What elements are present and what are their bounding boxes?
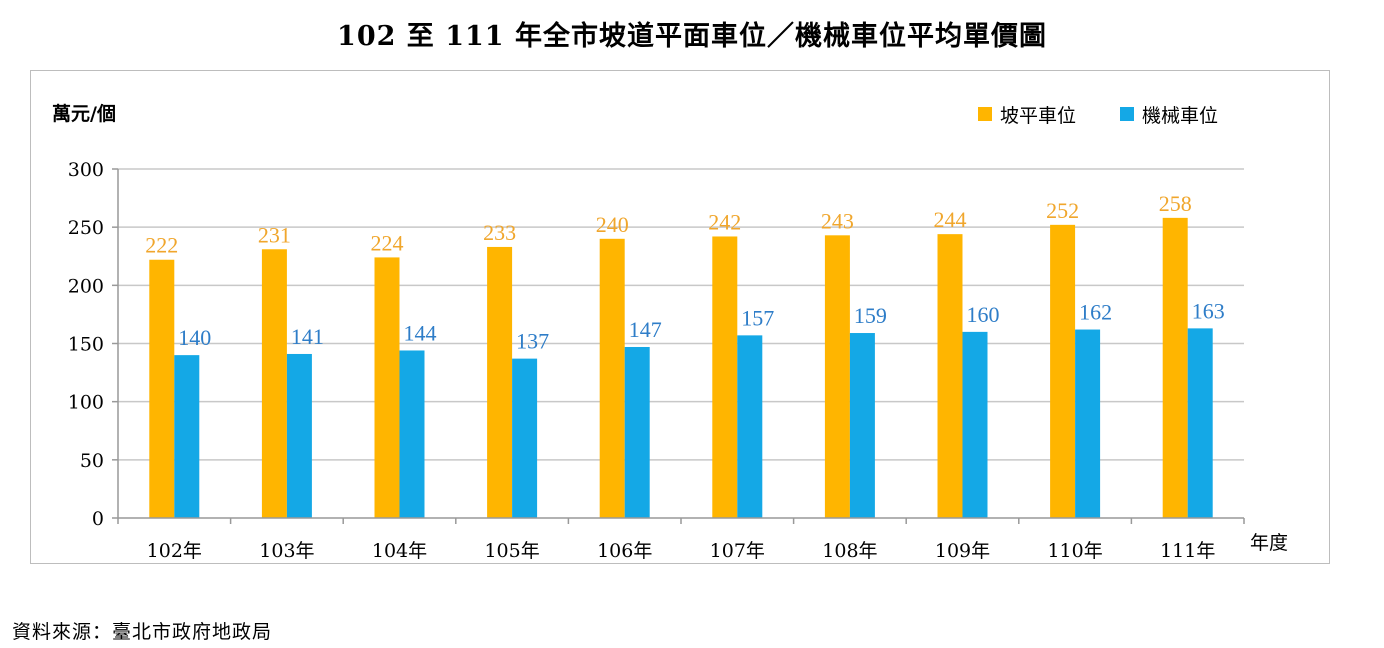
bar-series-a <box>1050 224 1076 518</box>
x-tick-label: 103年 <box>259 540 314 562</box>
bar-series-b <box>737 335 763 518</box>
y-tick-label: 100 <box>68 392 104 414</box>
legend-label-series-b: 機械車位 <box>1142 105 1218 127</box>
bars <box>149 217 1213 519</box>
y-tick-label: 300 <box>68 159 104 181</box>
data-label-series-a: 252 <box>1046 198 1079 223</box>
y-tick-label: 0 <box>92 508 104 530</box>
x-tick-label: 108年 <box>822 540 877 562</box>
data-labels: 222 140 231 141 224 144 233 137 240 147 242 157 243 1… <box>145 191 1224 354</box>
chart-frame <box>30 70 1330 564</box>
y-tick-label: 150 <box>68 334 104 356</box>
legend-swatch-series-b <box>1120 107 1134 121</box>
data-label-series-a: 222 <box>145 233 178 258</box>
bar-series-b <box>624 346 650 518</box>
x-tick-label: 110年 <box>1047 540 1102 562</box>
data-label-series-a: 244 <box>934 207 967 232</box>
x-axis-label: 年度 <box>1250 532 1288 554</box>
y-tick-label: 50 <box>80 450 104 472</box>
x-tick-label: 109年 <box>935 540 990 562</box>
y-tick-label: 200 <box>68 275 104 297</box>
bar-series-a <box>374 257 400 518</box>
bar-series-a <box>149 259 175 518</box>
data-label-series-a: 231 <box>258 222 291 247</box>
bar-series-b <box>1187 328 1213 518</box>
bar-series-a <box>261 249 287 518</box>
bar-series-a <box>599 238 625 519</box>
bar-series-b <box>1075 329 1101 518</box>
data-label-series-a: 233 <box>483 220 516 245</box>
chart-title: 102 至 111 年全市坡道平面車位／機械車位平均單價圖 <box>337 21 1047 52</box>
data-label-series-b: 147 <box>629 317 662 342</box>
data-label-series-b: 163 <box>1192 298 1225 323</box>
bar-series-b <box>849 333 875 518</box>
y-tick-label: 250 <box>68 217 104 239</box>
bar-series-a <box>824 235 850 518</box>
legend-swatch-series-a <box>978 107 992 121</box>
data-label-series-b: 144 <box>404 320 437 345</box>
data-label-series-b: 140 <box>178 325 211 350</box>
data-label-series-a: 224 <box>371 230 404 255</box>
data-label-series-a: 240 <box>596 212 629 237</box>
data-label-series-a: 243 <box>821 208 854 233</box>
legend-label-series-a: 坡平車位 <box>1000 105 1076 127</box>
data-label-series-b: 160 <box>967 302 1000 327</box>
data-label-series-a: 242 <box>708 209 741 234</box>
x-tick-label: 105年 <box>484 540 539 562</box>
bar-series-a <box>487 246 513 518</box>
data-label-series-b: 137 <box>516 329 549 354</box>
bar-series-b <box>399 350 425 518</box>
y-axis-label: 萬元/個 <box>52 103 116 125</box>
bar-series-b <box>174 355 200 518</box>
source-note: 資料來源：臺北市政府地政局 <box>12 621 273 643</box>
data-label-series-a: 258 <box>1159 191 1192 216</box>
bar-series-a <box>1162 217 1188 519</box>
x-tick-label: 106年 <box>597 540 652 562</box>
data-label-series-b: 159 <box>854 303 887 328</box>
bar-series-b <box>512 358 538 518</box>
x-tick-label: 104年 <box>372 540 427 562</box>
bar-series-a <box>937 234 963 518</box>
data-label-series-b: 157 <box>741 305 774 330</box>
legend: 坡平車位 機械車位 <box>978 105 1218 127</box>
x-tick-label: 107年 <box>710 540 765 562</box>
x-tick-label: 111年 <box>1160 540 1215 562</box>
data-label-series-b: 141 <box>291 324 324 349</box>
axes: 0 50 100 150 200 250 300 102年 103年 104年 105年 106年 10… <box>68 159 1245 562</box>
bar-series-b <box>962 331 988 518</box>
x-tick-label: 102年 <box>147 540 202 562</box>
data-label-series-b: 162 <box>1079 300 1112 325</box>
bar-series-b <box>286 353 312 518</box>
bar-series-a <box>712 236 738 518</box>
